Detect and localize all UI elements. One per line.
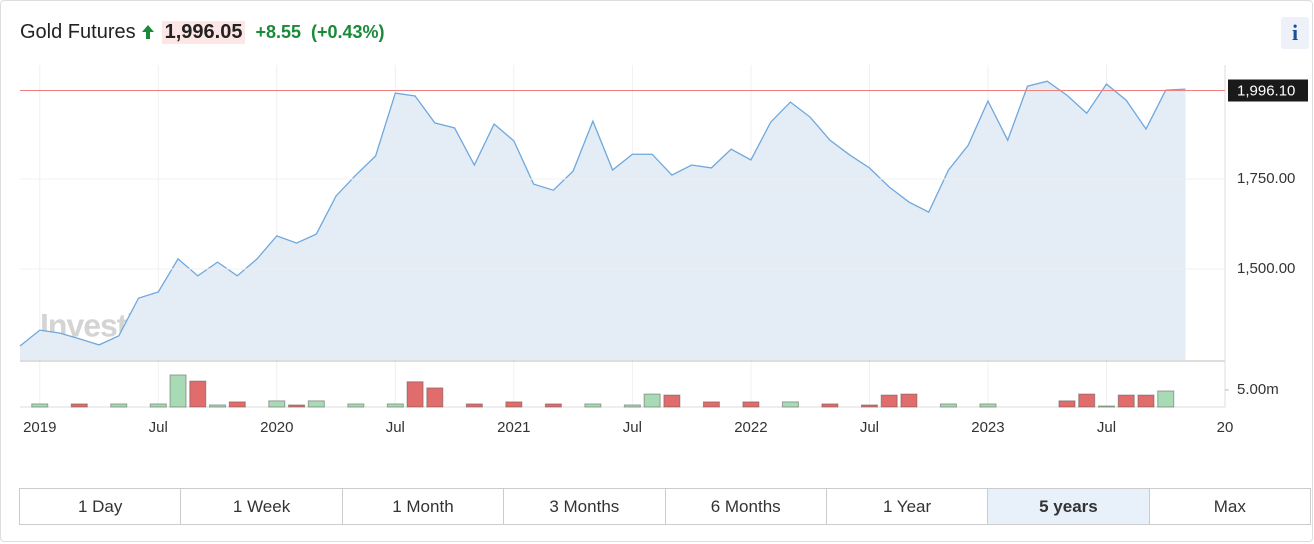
volume-bar (979, 403, 997, 408)
volume-bar (544, 403, 562, 408)
x-tick-label: 2022 (734, 419, 767, 436)
x-tick-label: 2019 (23, 419, 56, 436)
y-tick-label: 1,750.00 (1237, 170, 1295, 187)
price: 1,996.05 (161, 20, 246, 44)
area (20, 81, 1186, 360)
volume-bar (781, 401, 799, 408)
volume-bar (169, 374, 187, 408)
volume-bar (1157, 390, 1175, 408)
range-button[interactable]: 5 years (987, 489, 1149, 524)
volume-bar (663, 394, 681, 408)
range-button[interactable]: 6 Months (664, 489, 826, 524)
volume-bar (643, 393, 661, 408)
x-tick-label: Jul (149, 419, 168, 436)
x-tick-label: 20 (1217, 419, 1234, 436)
title: Gold Futures (20, 20, 136, 43)
range-buttons: 1 Day 1 Week 1 Month 3 Months 6 Months 1 Year… (19, 488, 1311, 525)
volume-bar (406, 381, 424, 408)
volume-bar (70, 403, 88, 408)
change-percent: (+0.43%) (311, 21, 385, 42)
last-value-box (1228, 79, 1308, 102)
x-tick-label: Jul (623, 419, 642, 436)
volume-bar (268, 400, 286, 408)
volume-bar (110, 403, 128, 408)
volume-bar (860, 404, 878, 408)
x-tick-label: 2020 (260, 419, 293, 436)
volume-bar (228, 401, 246, 408)
range-button[interactable]: 1 Month (341, 489, 503, 524)
volume-bar (1078, 393, 1096, 408)
volume-bar (1097, 405, 1115, 408)
volume-bar (702, 401, 720, 408)
change: +8.55 (255, 21, 302, 42)
volume-bar (426, 387, 444, 408)
x-tick-label: Jul (386, 419, 405, 436)
volume-bar (307, 400, 325, 408)
x-tick-label: 2023 (971, 419, 1004, 436)
volume-bar (584, 403, 602, 408)
volume-bar (1117, 394, 1135, 408)
range-button[interactable]: 1 Year (825, 489, 987, 524)
range-button[interactable]: 1 Week (180, 489, 341, 524)
info-button[interactable]: i (1281, 17, 1309, 49)
volume-bar (149, 403, 167, 408)
volume-bar (900, 393, 918, 408)
volume-bar (209, 404, 227, 408)
volume-bar (821, 403, 839, 408)
volume-bar (386, 403, 404, 408)
range-button[interactable]: 1 Day (77, 497, 123, 516)
volume-bar (880, 394, 898, 408)
x-tick-label: 2021 (497, 419, 530, 436)
header: Gold Futures 1,996.05 +8.55 (+0.43%) (20, 17, 385, 47)
volume-bar (505, 401, 523, 408)
volume-bar (288, 404, 306, 408)
volume-bar (465, 403, 483, 408)
volume-bar (623, 404, 641, 408)
up-arrow (141, 25, 154, 39)
volume-bar (189, 380, 207, 408)
last-value-label: 1,996.10 (1237, 82, 1295, 99)
chart: 2019 Jul 2020 Jul 2021 Jul 2022 Jul 2023 Jul 20Inv… (19, 65, 1308, 436)
x-tick-label: Jul (860, 419, 879, 436)
volume-bar (1137, 394, 1155, 408)
volume-bar (939, 403, 957, 408)
y-tick-label: 1,500.00 (1237, 260, 1295, 277)
range-button[interactable]: 3 Months (503, 489, 664, 524)
volume-bar (347, 403, 365, 408)
volume-bar (31, 403, 49, 408)
line (19, 80, 1186, 347)
volume-bar (1058, 400, 1076, 408)
range-button[interactable]: Max (1148, 489, 1310, 524)
volume-bar (742, 401, 760, 408)
y-tick-label: 5.00m (1237, 381, 1279, 398)
x-tick-label: Jul (1097, 419, 1116, 436)
